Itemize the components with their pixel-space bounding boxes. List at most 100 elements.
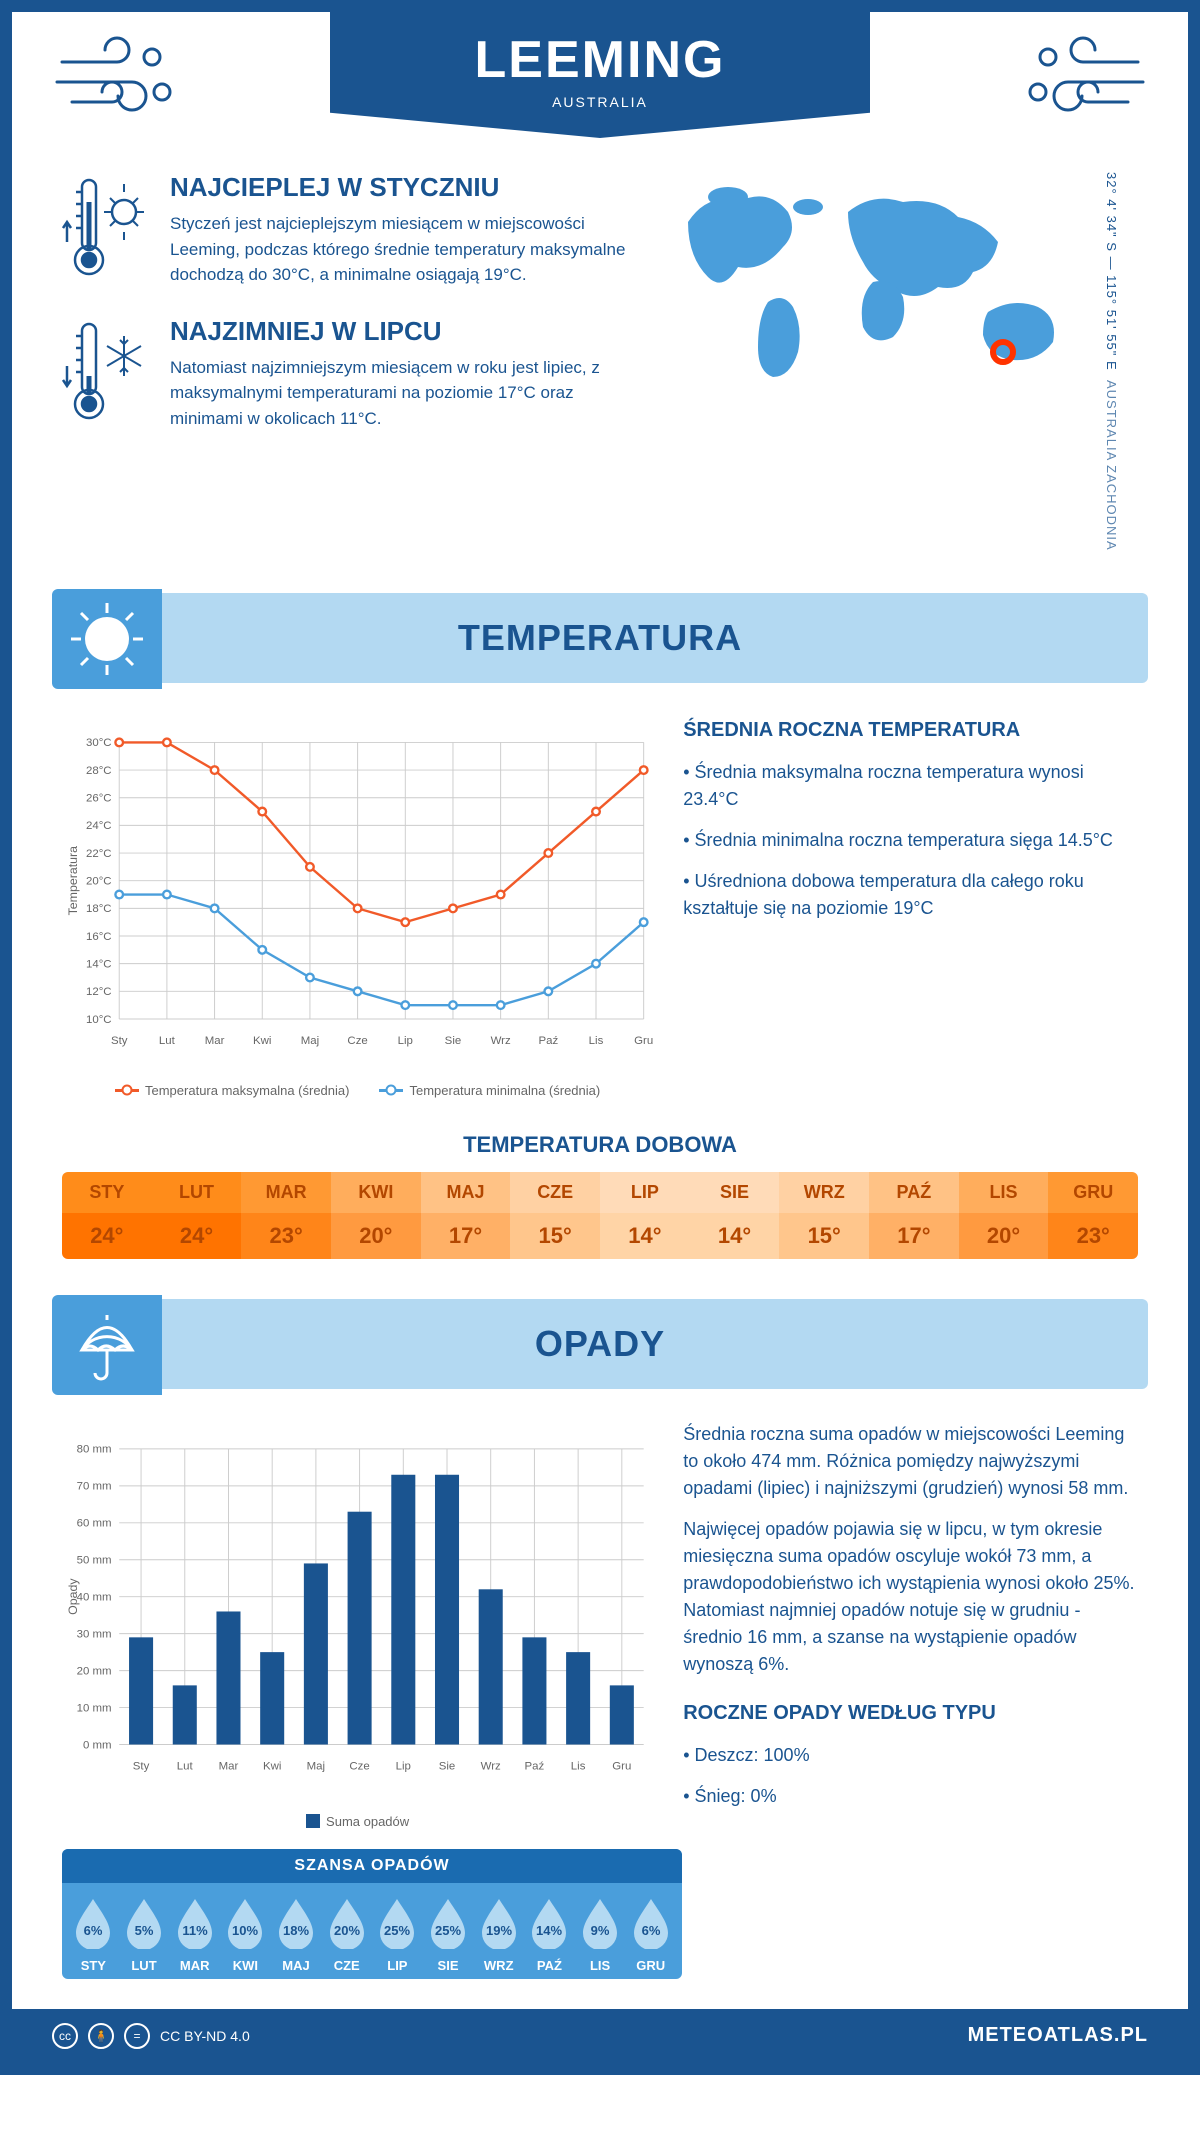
section-header-rain: OPADY	[52, 1299, 1148, 1389]
thermometer-cold-icon	[62, 316, 152, 431]
svg-text:Gru: Gru	[634, 1034, 653, 1046]
svg-text:Opady: Opady	[66, 1577, 80, 1614]
rain-type-title: ROCZNE OPADY WEDŁUG TYPU	[683, 1698, 1138, 1728]
svg-text:40 mm: 40 mm	[77, 1591, 112, 1603]
rain-chart-row: 0 mm10 mm20 mm30 mm40 mm50 mm60 mm70 mm8…	[12, 1401, 1188, 1849]
svg-text:Sie: Sie	[439, 1760, 456, 1772]
page-title: LEEMING	[330, 30, 870, 90]
svg-text:Temperatura: Temperatura	[66, 845, 80, 915]
daily-temp-table: STYLUTMARKWIMAJCZELIPSIEWRZPAŹLISGRU24°2…	[62, 1172, 1138, 1259]
coordinates: 32° 4' 34" S — 115° 51' 55" E AUSTRALIA …	[1104, 172, 1119, 551]
svg-text:18%: 18%	[283, 1923, 309, 1938]
svg-text:0 mm: 0 mm	[83, 1739, 112, 1751]
rain-bar-chart: 0 mm10 mm20 mm30 mm40 mm50 mm60 mm70 mm8…	[62, 1421, 653, 1829]
svg-text:5%: 5%	[135, 1923, 154, 1938]
section-title-temperature: TEMPERATURA	[458, 617, 742, 659]
svg-text:24°C: 24°C	[86, 820, 112, 832]
rain-type-b2: • Śnieg: 0%	[683, 1783, 1138, 1810]
hot-block: NAJCIEPLEJ W STYCZNIU Styczeń jest najci…	[62, 172, 628, 288]
svg-text:11%: 11%	[182, 1923, 208, 1938]
svg-text:60 mm: 60 mm	[77, 1517, 112, 1529]
svg-text:Kwi: Kwi	[263, 1760, 281, 1772]
svg-text:Gru: Gru	[612, 1760, 631, 1772]
temperature-info: ŚREDNIA ROCZNA TEMPERATURA • Średnia mak…	[683, 715, 1138, 1098]
svg-text:14°C: 14°C	[86, 958, 112, 970]
svg-text:Wrz: Wrz	[481, 1760, 501, 1772]
svg-text:80 mm: 80 mm	[77, 1443, 112, 1455]
svg-text:Lip: Lip	[396, 1760, 411, 1772]
temp-info-b3: • Uśredniona dobowa temperatura dla całe…	[683, 868, 1138, 922]
hot-text: Styczeń jest najcieplejszym miesiącem w …	[170, 211, 628, 288]
temperature-chart-row: 10°C12°C14°C16°C18°C20°C22°C24°C26°C28°C…	[12, 695, 1188, 1118]
page: LEEMING AUSTRALIA NAJCIEPLEJ W STYCZNIU …	[0, 0, 1200, 2075]
sun-icon	[52, 589, 162, 689]
svg-text:Cze: Cze	[349, 1760, 369, 1772]
section-title-rain: OPADY	[535, 1323, 665, 1365]
svg-text:9%: 9%	[591, 1923, 610, 1938]
rain-legend: Suma opadów	[62, 1814, 653, 1829]
svg-text:6%: 6%	[641, 1923, 660, 1938]
wind-icon-right	[1018, 32, 1148, 127]
temperature-line-chart: 10°C12°C14°C16°C18°C20°C22°C24°C26°C28°C…	[62, 715, 653, 1098]
cold-title: NAJZIMNIEJ W LIPCU	[170, 316, 628, 347]
thermometer-hot-icon	[62, 172, 152, 287]
nd-icon: =	[124, 2023, 150, 2049]
svg-text:Kwi: Kwi	[253, 1034, 271, 1046]
svg-text:Paź: Paź	[538, 1034, 558, 1046]
svg-text:18°C: 18°C	[86, 903, 112, 915]
svg-text:26°C: 26°C	[86, 792, 112, 804]
cold-block: NAJZIMNIEJ W LIPCU Natomiast najzimniejs…	[62, 316, 628, 432]
svg-text:22°C: 22°C	[86, 847, 112, 859]
svg-text:25%: 25%	[384, 1923, 410, 1938]
svg-text:Mar: Mar	[219, 1760, 239, 1772]
temp-info-title: ŚREDNIA ROCZNA TEMPERATURA	[683, 715, 1138, 745]
svg-text:Mar: Mar	[205, 1034, 225, 1046]
by-icon: 🧍	[88, 2023, 114, 2049]
svg-text:20%: 20%	[334, 1923, 360, 1938]
svg-text:19%: 19%	[486, 1923, 512, 1938]
temperature-legend: Temperatura maksymalna (średnia)Temperat…	[62, 1083, 653, 1098]
umbrella-icon	[52, 1295, 162, 1395]
svg-text:Lis: Lis	[589, 1034, 604, 1046]
rain-info: Średnia roczna suma opadów w miejscowośc…	[683, 1421, 1138, 1829]
footer-site: METEOATLAS.PL	[968, 2024, 1148, 2047]
svg-text:50 mm: 50 mm	[77, 1554, 112, 1566]
header: LEEMING AUSTRALIA	[12, 12, 1188, 152]
svg-text:Maj: Maj	[301, 1034, 319, 1046]
svg-text:12°C: 12°C	[86, 986, 112, 998]
section-header-temperature: TEMPERATURA	[52, 593, 1148, 683]
svg-text:20°C: 20°C	[86, 875, 112, 887]
svg-text:20 mm: 20 mm	[77, 1665, 112, 1677]
svg-text:Maj: Maj	[307, 1760, 325, 1772]
svg-text:Cze: Cze	[347, 1034, 367, 1046]
svg-text:Lis: Lis	[571, 1760, 586, 1772]
svg-text:10°C: 10°C	[86, 1013, 112, 1025]
svg-text:6%: 6%	[84, 1923, 103, 1938]
svg-text:10%: 10%	[232, 1923, 258, 1938]
cold-text: Natomiast najzimniejszym miesiącem w rok…	[170, 355, 628, 432]
svg-text:30°C: 30°C	[86, 737, 112, 749]
map-column: 32° 4' 34" S — 115° 51' 55" E AUSTRALIA …	[658, 172, 1138, 551]
temp-info-b2: • Średnia minimalna roczna temperatura s…	[683, 827, 1138, 854]
svg-text:Wrz: Wrz	[491, 1034, 511, 1046]
rain-chance-panel: SZANSA OPADÓW 6%STY5%LUT11%MAR10%KWI18%M…	[62, 1849, 682, 1979]
rain-text-2: Najwięcej opadów pojawia się w lipcu, w …	[683, 1516, 1138, 1678]
svg-text:Lip: Lip	[398, 1034, 413, 1046]
svg-text:Sie: Sie	[445, 1034, 462, 1046]
svg-text:30 mm: 30 mm	[77, 1628, 112, 1640]
daily-temp-title: TEMPERATURA DOBOWA	[12, 1132, 1188, 1158]
wind-icon-left	[52, 32, 182, 127]
cc-icon: cc	[52, 2023, 78, 2049]
rain-chance-drops: 6%STY5%LUT11%MAR10%KWI18%MAJ20%CZE25%LIP…	[62, 1883, 682, 1979]
svg-text:14%: 14%	[536, 1923, 562, 1938]
svg-text:16°C: 16°C	[86, 930, 112, 942]
intro-section: NAJCIEPLEJ W STYCZNIU Styczeń jest najci…	[12, 152, 1188, 581]
temp-info-b1: • Średnia maksymalna roczna temperatura …	[683, 759, 1138, 813]
hot-title: NAJCIEPLEJ W STYCZNIU	[170, 172, 628, 203]
svg-text:Paź: Paź	[525, 1760, 545, 1772]
footer-license: cc 🧍 = CC BY-ND 4.0	[52, 2023, 250, 2049]
rain-type-b1: • Deszcz: 100%	[683, 1742, 1138, 1769]
svg-text:Sty: Sty	[133, 1760, 150, 1772]
svg-text:25%: 25%	[435, 1923, 461, 1938]
rain-chance-title: SZANSA OPADÓW	[62, 1849, 682, 1883]
